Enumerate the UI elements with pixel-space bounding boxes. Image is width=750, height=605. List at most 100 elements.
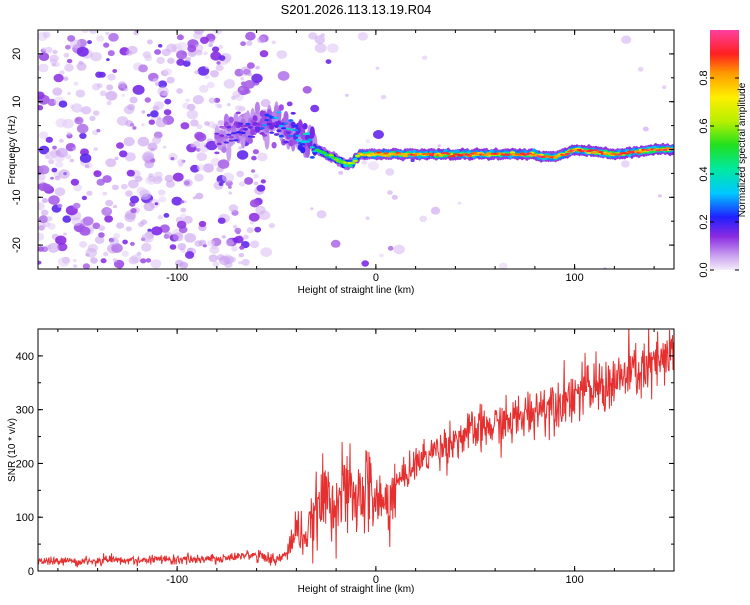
spectrogram-ridge-cell [266,122,272,126]
spectrogram-speckle [158,196,167,203]
spectrogram-speckle [42,31,51,38]
spectrogram-speckle [217,159,230,169]
y-tick-label: 20 [11,48,23,60]
spectrogram-ridge-cell [333,158,339,161]
spectrogram-speckle [251,73,263,84]
spectrogram-ridge-cell [393,153,399,156]
spectrogram-ridge-cell [304,133,311,141]
spectrogram-ridge-cell [302,123,308,130]
spectrogram-speckle [105,158,117,168]
spectrogram-speckle [172,232,184,242]
spectrogram-ridge-cell [402,155,408,158]
spectrogram-speckle [84,164,90,169]
spectrogram-ridge-cell [309,156,315,159]
spectrogram-speckle [198,220,207,228]
spectrogram-speckle [251,155,257,161]
spectrogram-speckle [253,181,259,186]
spectrogram-speckle [657,194,662,198]
spectrogram-speckle [116,142,124,149]
spectrogram-speckle [67,91,72,96]
spectrogram-speckle [365,139,371,144]
x-tick-label: 0 [373,574,379,586]
spectrogram-speckle [259,50,269,58]
spectrogram-speckle [338,170,344,175]
spectrogram-speckle [186,109,199,120]
spectrogram-speckle [314,43,327,53]
spectrogram-speckle [105,208,111,213]
spectrogram-speckle [194,173,204,182]
spectrogram-speckle [603,266,607,269]
spectrogram-speckle [55,118,67,128]
spectrogram-speckle [62,215,72,223]
spectrogram-ridge-cell [278,134,284,138]
spectrogram-speckle [190,143,196,148]
spectrogram-speckle [241,258,250,266]
y-tick-label: 0 [11,146,23,152]
spectrogram-speckle [255,65,260,70]
spectrogram-speckle [361,260,370,267]
spectrogram-speckle [391,194,398,200]
spectrogram-speckle [457,201,462,205]
spectrogram-ridge-cell [235,131,241,134]
spectrogram-speckle [112,258,118,263]
spectrogram-speckle [330,239,341,248]
spectrogram-speckle [249,199,260,208]
spectrogram-speckle [361,160,367,165]
spectrogram-speckle [212,261,220,267]
spectrogram-speckle [154,171,163,179]
spectrogram-ridge-cell [273,116,280,119]
spectrogram-ridge-cell [386,154,392,157]
spectrogram-speckle [52,87,63,96]
spectrogram-speckle [73,81,79,86]
spectrogram-ridge-cell [259,110,265,117]
spectrogram-ridge-cell [288,139,294,147]
spectrogram-speckle [92,222,101,230]
spectrogram-ridge-cell [273,133,280,136]
spectrogram-ridge-cell [262,124,268,127]
spectrogram-ridge-cell [269,131,275,134]
spectrogram-speckle [59,138,64,143]
spectrogram-ridge-cell [564,152,571,155]
spectrogram-speckle [148,173,154,178]
spectrogram-ridge-cell [247,126,253,129]
spectrogram-speckle [106,100,112,106]
spectrogram-speckle [63,52,70,58]
spectrogram-speckle [69,39,81,49]
spectrogram-ridge-cell [266,115,272,117]
spectrogram-speckle [150,259,162,269]
spectrogram-speckle [38,260,42,265]
spectrogram-ridge-cell [223,141,229,144]
spectrogram-speckle [421,55,428,61]
spectrogram-speckle [146,39,153,45]
spectrogram-speckle [127,179,139,189]
spectrogram-speckle [176,34,184,41]
spectrogram-speckle [105,90,118,101]
spectrogram-ridge-cell [376,151,382,154]
spectrogram-ridge-cell [383,152,389,155]
spectrogram-speckle [75,89,86,98]
spectrogram-speckle [163,234,170,239]
spectrogram-speckle [95,71,103,78]
spectrogram-speckle [150,110,159,118]
spectrogram-speckle [70,178,80,186]
spectrogram-speckle [246,40,253,46]
spectrogram-ridge-cell [264,119,270,121]
spectrogram-speckle [98,225,106,232]
spectrogram-ridge-cell [278,125,284,127]
spectrogram-speckle [38,165,50,175]
spectrogram-speckle [192,196,197,200]
spectrogram-ridge-cell [290,111,296,115]
snr-ylabel: SNR (10 * v/v) [7,418,18,482]
spectrogram-speckle [325,59,332,64]
colorbar-tick-label: 0.0 [698,262,710,277]
spectrogram-speckle [90,52,102,62]
spectrogram-ridge-cell [223,136,229,139]
snr-panel: -100 0 100 0 100 200 300 400 Height of straight… [7,328,675,595]
spectrogram-speckle [314,35,325,45]
snr-frame [37,328,675,572]
spectrogram-ridge-cell [598,151,604,154]
spectrogram-ridge-cell [295,127,301,134]
spectrogram-speckle [153,101,164,110]
spectrogram-speckle [38,145,50,155]
spectrogram-speckle [177,158,185,166]
